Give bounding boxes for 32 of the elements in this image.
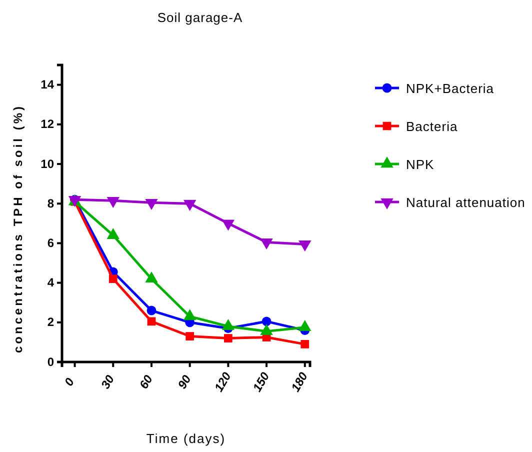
legend-label: NPK+Bacteria — [406, 81, 494, 96]
x-tick-label: 90 — [174, 372, 194, 392]
legend-label: NPK — [406, 157, 434, 172]
y-tick-label: 2 — [47, 315, 54, 330]
point — [298, 240, 312, 252]
x-tick-label: 60 — [136, 372, 156, 392]
y-tick-label: 14 — [40, 78, 54, 92]
point — [224, 334, 232, 342]
legend-label: Bacteria — [406, 119, 458, 134]
y-tick-label: 6 — [47, 236, 54, 250]
point — [222, 220, 235, 231]
legend-label: Natural attenuation — [406, 195, 526, 210]
point — [300, 340, 310, 348]
y-tick-label: 10 — [40, 156, 54, 171]
y-tick-label: 4 — [47, 276, 54, 290]
point — [183, 200, 196, 211]
x-tick-label: 0 — [62, 375, 78, 388]
y-tick-label: 8 — [47, 196, 54, 210]
point — [262, 316, 272, 326]
y-axis-title: concentrations TPH of soil (%) — [11, 104, 25, 354]
point — [260, 238, 273, 250]
point — [186, 332, 194, 340]
y-tick-label: 12 — [40, 117, 54, 132]
point — [147, 317, 156, 326]
chart-title: Soil garage-A — [157, 10, 243, 25]
x-tick-label: 30 — [98, 372, 118, 392]
point — [108, 274, 118, 284]
y-tick-label: 0 — [47, 354, 54, 369]
point — [145, 198, 158, 210]
point — [106, 196, 120, 208]
x-axis-title: Time (days) — [146, 431, 226, 446]
point — [146, 306, 156, 316]
